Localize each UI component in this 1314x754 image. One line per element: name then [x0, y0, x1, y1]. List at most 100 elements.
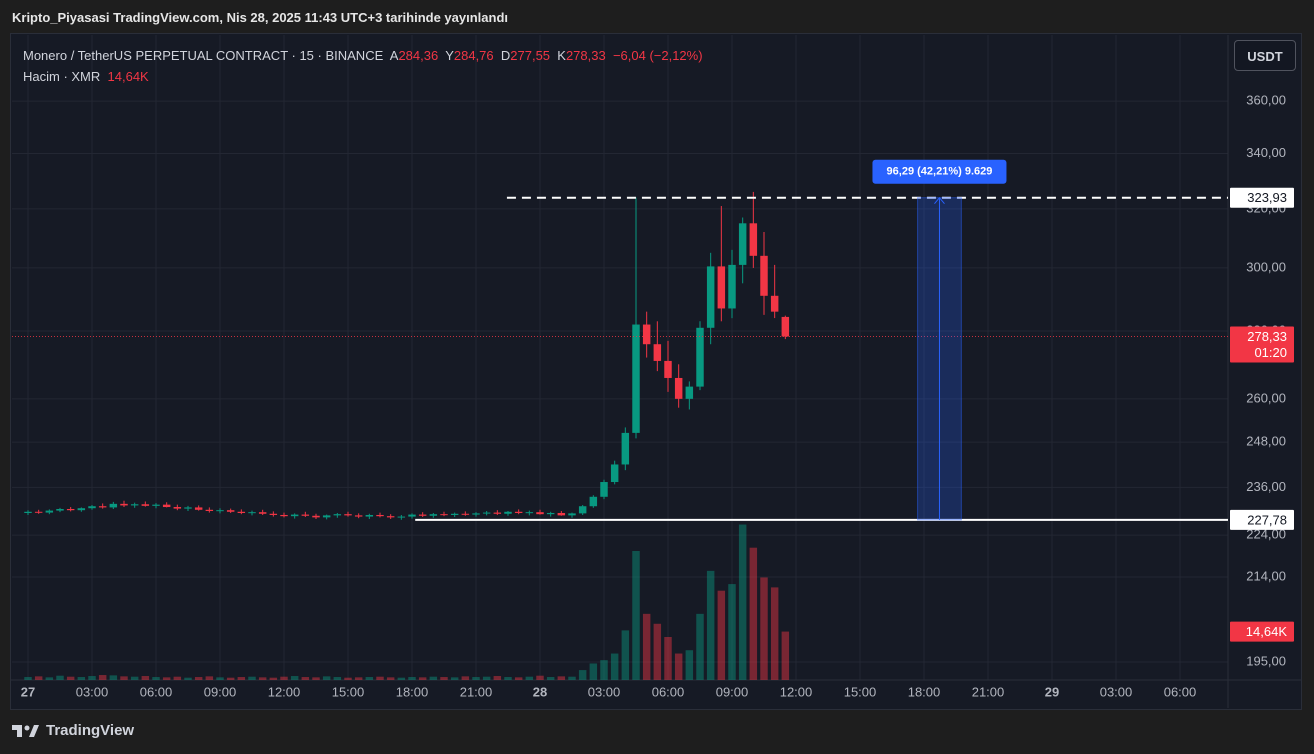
y-tick-label: 248,00	[1246, 434, 1286, 449]
last-price-label-bg	[1230, 326, 1294, 363]
logo-shape	[17, 724, 22, 737]
candle-body	[237, 511, 246, 513]
y-tick-label: 195,00	[1246, 653, 1286, 668]
candle-body	[749, 223, 758, 256]
volume-bar	[760, 577, 768, 680]
candle-body	[461, 513, 470, 515]
volume-bar	[642, 613, 651, 680]
volume-bar	[728, 584, 736, 680]
x-tick-label: 12:00	[268, 684, 301, 699]
volume-bar	[696, 613, 704, 680]
volume-bar	[589, 663, 598, 680]
x-tick-label: 12:00	[780, 684, 813, 699]
candle-body	[717, 266, 726, 309]
l-value: 277,55	[510, 48, 551, 63]
y-tick-label: 236,00	[1246, 479, 1286, 494]
volume-bar	[130, 676, 139, 680]
x-tick-label: 03:00	[1100, 684, 1133, 699]
volume-bar	[386, 677, 395, 680]
candle-body	[781, 316, 790, 337]
candle-body	[45, 510, 54, 513]
volume-bar	[120, 676, 128, 680]
candle-body	[173, 507, 182, 509]
volume-bar	[66, 676, 75, 680]
volume-bar	[418, 677, 427, 680]
y-tick-label: 360,00	[1246, 93, 1286, 108]
volume-bar	[173, 676, 182, 680]
logo-shape	[24, 725, 30, 730]
volume-bar	[514, 677, 523, 680]
candle-body	[333, 514, 342, 516]
candle-body	[376, 514, 384, 517]
volume-bar	[344, 677, 352, 680]
candle-body	[429, 514, 438, 516]
candle-body	[98, 506, 107, 508]
x-tick-label: 18:00	[396, 684, 429, 699]
volume-bar	[717, 590, 726, 680]
candle-body	[301, 514, 310, 516]
legend-row: Hacim · XMR 14,64K	[23, 66, 703, 87]
logo-shape	[29, 724, 39, 737]
volume-bar	[226, 677, 235, 680]
volume-bar	[88, 676, 96, 680]
volume-bar	[738, 524, 747, 680]
candle-body	[696, 327, 704, 387]
volume-bar	[482, 676, 491, 680]
x-tick-label: 15:00	[332, 684, 365, 699]
y-tick-label: 300,00	[1246, 259, 1286, 274]
candle-body	[706, 266, 715, 328]
candle-body	[34, 511, 43, 513]
volume-bar	[450, 677, 459, 680]
line-price-label-bg	[1230, 187, 1294, 208]
c-label: K	[557, 48, 566, 63]
volume-bar	[34, 676, 43, 680]
line-price-label: 323,93	[1247, 190, 1287, 205]
candle-body	[760, 255, 768, 296]
volume-bar	[685, 650, 694, 680]
candle-body	[493, 512, 502, 514]
volume-bar	[141, 676, 150, 680]
x-tick-label: 06:00	[140, 684, 173, 699]
volume-bar	[280, 676, 288, 680]
volume-bar	[770, 587, 779, 680]
volume-bar	[205, 676, 214, 680]
x-tick-label: 21:00	[972, 684, 1005, 699]
volume-bar	[536, 675, 544, 680]
last-price-label: 278,33	[1247, 329, 1287, 344]
candle-body	[184, 507, 192, 509]
volume-bar	[24, 677, 32, 680]
symbol: Monero / TetherUS PERPETUAL CONTRACT · 1…	[23, 48, 384, 63]
volume-bar	[258, 677, 267, 680]
o-value: 284,36	[398, 48, 439, 63]
candle-body	[162, 504, 171, 508]
candle-body	[653, 344, 662, 361]
y-tick-label: 214,00	[1246, 568, 1286, 583]
volume-bar	[546, 677, 555, 680]
candle-body	[621, 432, 630, 465]
volume-bar	[98, 675, 107, 680]
volume-bar	[568, 676, 576, 680]
logo	[12, 724, 39, 737]
volume-bar	[429, 676, 438, 680]
volume-bar	[184, 677, 192, 680]
x-tick-label: 21:00	[460, 684, 493, 699]
c-value: 278,33	[565, 48, 606, 63]
currency-button[interactable]: USDT	[1234, 40, 1296, 71]
candle-body	[152, 504, 160, 506]
h-label: Y	[445, 48, 454, 63]
h-value: 284,76	[453, 48, 494, 63]
footer-brand: TradingView	[46, 722, 135, 739]
volume-bar	[664, 637, 672, 680]
volume-bar	[632, 551, 640, 680]
chart-panel	[10, 33, 1302, 710]
volume-bar	[248, 676, 256, 680]
volume-bar	[237, 677, 246, 680]
candle-body	[504, 511, 512, 514]
volume-bar	[56, 675, 64, 680]
x-tick-label: 27	[21, 684, 35, 699]
volume-bar	[376, 676, 384, 680]
candle-body	[578, 506, 587, 514]
candle-body	[546, 512, 555, 515]
line-price-label-bg	[1230, 509, 1294, 530]
volume-name: Hacim · XMR	[23, 69, 101, 84]
